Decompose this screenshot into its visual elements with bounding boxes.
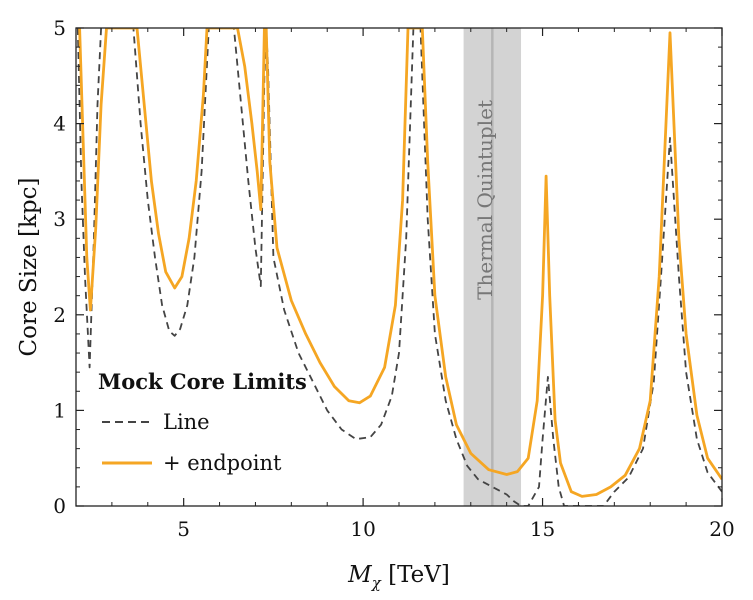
y-tick-label: 0: [53, 494, 66, 518]
x-tick-label: 10: [350, 517, 375, 541]
y-axis-label: Core Size [kpc]: [16, 177, 42, 356]
y-tick-label: 2: [53, 303, 66, 327]
legend: Mock Core Limits Line + endpoint: [98, 369, 307, 475]
x-axis-label: Mχ [TeV]: [347, 562, 450, 592]
series-line: [76, 28, 722, 506]
legend-title: Mock Core Limits: [98, 369, 307, 394]
series-endpoint: [78, 28, 722, 498]
x-tick-label: 15: [530, 517, 555, 541]
y-tick-label: 4: [53, 112, 66, 136]
x-tick-label: 20: [709, 517, 734, 541]
legend-entry-line: Line: [163, 410, 210, 434]
y-tick-label: 3: [53, 207, 66, 231]
y-tick-label: 5: [53, 16, 66, 40]
band-label: Thermal Quintuplet: [473, 100, 497, 300]
x-tick-label: 5: [177, 517, 190, 541]
y-tick-label: 1: [53, 398, 66, 422]
legend-entry-endpoint: + endpoint: [163, 451, 282, 475]
